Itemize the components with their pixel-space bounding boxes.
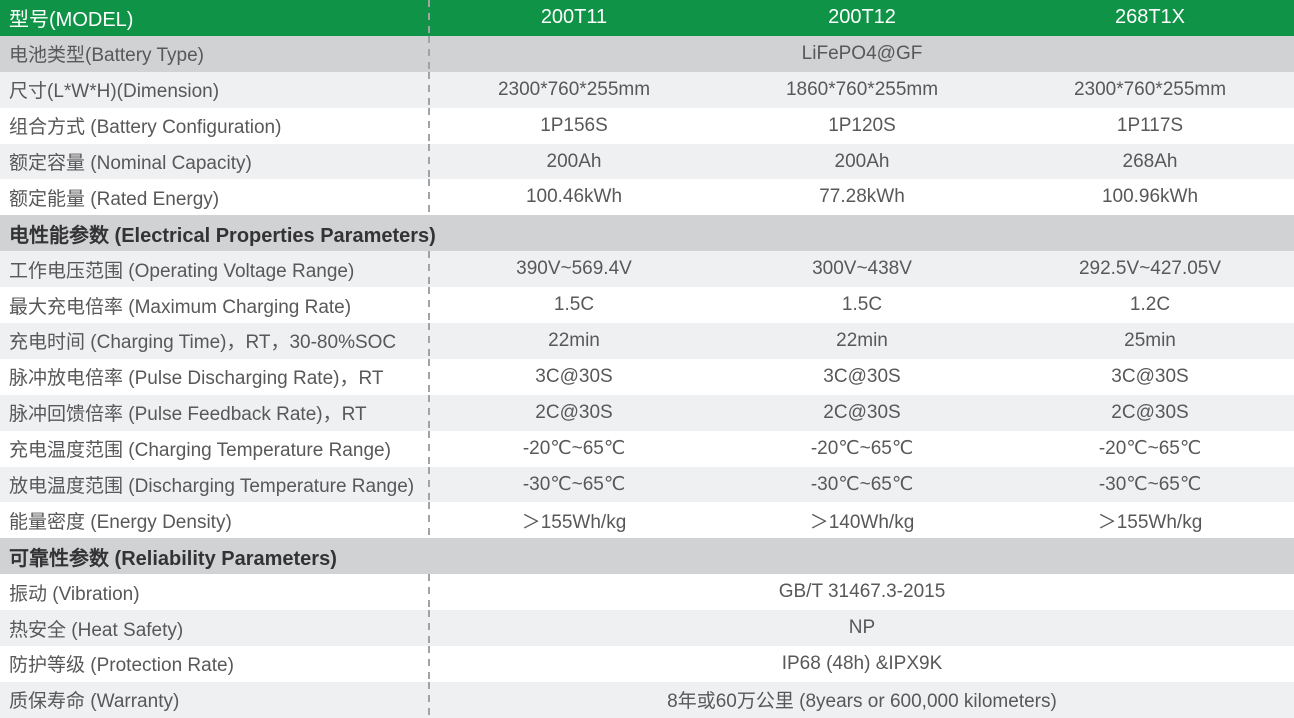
row-value: 2300*760*255mm [497,78,651,100]
row-value: 25min [1124,329,1176,351]
section-title: 可靠性参数 (Reliability Parameters) [9,547,337,570]
table-row-battery-type: 电池类型(Battery Type) LiFePO4@GF [0,35,1294,72]
row-label: 工作电压范围 (Operating Voltage Range) [0,251,430,288]
row-value: 1.2C [1129,294,1171,316]
table-row-protection: 防护等级 (Protection Rate) IP68 (48h) &IPX9K [0,646,1294,682]
table-header-row: 型号(MODEL) 200T11 200T12 268T1X [0,0,1294,36]
row-value: ＞155Wh/kg [521,511,627,533]
row-value: 3C@30S [1111,365,1189,387]
section-header-electrical: 电性能参数 (Electrical Properties Parameters) [0,215,1294,252]
row-value: 1.5C [841,294,883,316]
row-value: 390V~569.4V [516,258,632,280]
row-label: 质保寿命 (Warranty) [0,681,430,718]
row-label: 充电温度范围 (Charging Temperature Range) [0,430,430,467]
row-value: 100.96kWh [1101,186,1199,208]
row-value: -20℃~65℃ [1098,438,1202,460]
row-value: 1.5C [553,294,595,316]
model-column-1: 200T11 [540,6,608,29]
section-title: 电性能参数 (Electrical Properties Parameters) [9,224,436,247]
row-value: 22min [548,329,600,351]
row-value: -30℃~65℃ [1098,474,1202,496]
row-value: -30℃~65℃ [810,474,914,496]
table-row-discharging-temp: 放电温度范围 (Discharging Temperature Range) -… [0,466,1294,503]
row-value: 3C@30S [535,365,613,387]
row-value: 1P117S [1116,114,1184,136]
model-header-label: 型号(MODEL) [0,0,430,36]
table-row-pulse-discharging: 脉冲放电倍率 (Pulse Discharging Rate)，RT 3C@30… [0,358,1294,395]
table-row-energy-density: 能量密度 (Energy Density) ＞155Wh/kg ＞140Wh/k… [0,502,1294,539]
row-label: 最大充电倍率 (Maximum Charging Rate) [0,287,430,323]
row-value: 300V~438V [812,258,912,280]
row-label: 额定能量 (Rated Energy) [0,179,430,216]
row-value: LiFePO4@GF [801,42,923,64]
row-label: 放电温度范围 (Discharging Temperature Range) [0,466,430,503]
row-label: 充电时间 (Charging Time)，RT，30-80%SOC [0,323,430,359]
table-row-charging-time: 充电时间 (Charging Time)，RT，30-80%SOC 22min … [0,323,1294,359]
row-value: ＞155Wh/kg [1097,511,1203,533]
row-label: 振动 (Vibration) [0,574,430,611]
row-label: 能量密度 (Energy Density) [0,502,430,539]
row-value: -30℃~65℃ [522,474,626,496]
table-row-dimension: 尺寸(L*W*H)(Dimension) 2300*760*255mm 1860… [0,71,1294,108]
row-label: 组合方式 (Battery Configuration) [0,107,430,144]
row-value: 2300*760*255mm [1073,78,1227,100]
row-label: 脉冲回馈倍率 (Pulse Feedback Rate)，RT [0,394,430,431]
row-label: 脉冲放电倍率 (Pulse Discharging Rate)，RT [0,358,430,395]
table-row-vibration: 振动 (Vibration) GB/T 31467.3-2015 [0,574,1294,611]
row-value: 200Ah [546,150,602,172]
row-value: 1P120S [828,114,896,136]
row-value: 1P156S [540,114,608,136]
row-value: 77.28kWh [819,186,905,208]
section-header-reliability: 可靠性参数 (Reliability Parameters) [0,538,1294,575]
row-value: 292.5V~427.05V [1078,258,1222,280]
row-label: 电池类型(Battery Type) [0,35,430,72]
row-value: 2C@30S [823,401,901,423]
table-row-pulse-feedback: 脉冲回馈倍率 (Pulse Feedback Rate)，RT 2C@30S 2… [0,394,1294,431]
row-value: IP68 (48h) &IPX9K [781,652,943,674]
row-value: -20℃~65℃ [810,438,914,460]
row-label: 防护等级 (Protection Rate) [0,646,430,682]
model-column-2: 200T12 [828,6,896,29]
table-row-warranty: 质保寿命 (Warranty) 8年或60万公里 (8years or 600,… [0,681,1294,718]
row-value: NP [848,617,876,639]
row-value: GB/T 31467.3-2015 [778,581,946,603]
row-value: 2C@30S [1111,401,1189,423]
row-value: 2C@30S [535,401,613,423]
row-value: -20℃~65℃ [522,438,626,460]
table-row-configuration: 组合方式 (Battery Configuration) 1P156S 1P12… [0,107,1294,144]
row-value: 100.46kWh [525,186,623,208]
row-value: 268Ah [1122,150,1178,172]
row-label: 额定容量 (Nominal Capacity) [0,143,430,180]
table-row-nominal-capacity: 额定容量 (Nominal Capacity) 200Ah 200Ah 268A… [0,143,1294,180]
row-value: 200Ah [834,150,890,172]
row-value: 3C@30S [823,365,901,387]
table-row-operating-voltage: 工作电压范围 (Operating Voltage Range) 390V~56… [0,251,1294,288]
table-row-charging-temp: 充电温度范围 (Charging Temperature Range) -20℃… [0,430,1294,467]
row-value: 1860*760*255mm [785,78,939,100]
table-row-rated-energy: 额定能量 (Rated Energy) 100.46kWh 77.28kWh 1… [0,179,1294,216]
model-column-3: 268T1X [1114,6,1186,29]
table-row-heat-safety: 热安全 (Heat Safety) NP [0,610,1294,647]
row-label: 热安全 (Heat Safety) [0,610,430,646]
row-value: 8年或60万公里 (8years or 600,000 kilometers) [667,691,1057,713]
table-row-max-charging-rate: 最大充电倍率 (Maximum Charging Rate) 1.5C 1.5C… [0,287,1294,324]
row-value: 22min [836,329,888,351]
row-value: ＞140Wh/kg [809,511,915,533]
row-label: 尺寸(L*W*H)(Dimension) [0,71,430,108]
